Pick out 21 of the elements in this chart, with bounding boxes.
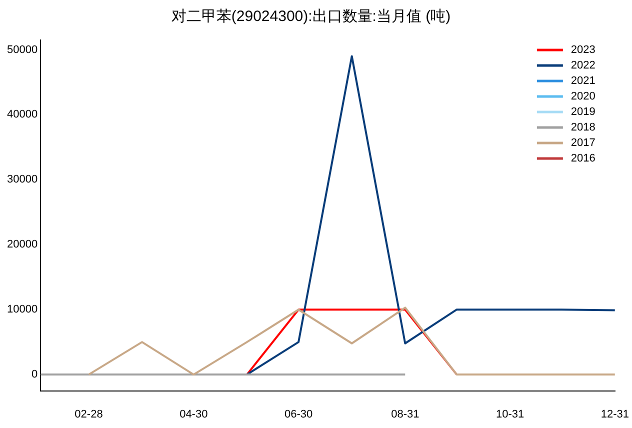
y-tick-label: 30000 [6, 174, 38, 186]
legend-label: 2023 [570, 44, 596, 56]
legend-label: 2016 [570, 152, 596, 165]
x-tick-label: 02-28 [74, 408, 103, 420]
x-tick-label: 12-31 [600, 408, 630, 420]
y-tick-label: 50000 [6, 44, 38, 56]
x-tick-label: 08-31 [391, 408, 420, 420]
y-tick-label: 40000 [6, 108, 38, 121]
y-tick-label: 0 [31, 368, 38, 381]
chart-title: 对二甲苯(29024300):出口数量:当月值 (吨) [171, 8, 451, 26]
legend-label: 2019 [570, 106, 596, 118]
legend-label: 2021 [570, 75, 596, 88]
x-tick-label: 06-30 [284, 408, 313, 420]
legend-label: 2020 [570, 90, 596, 103]
y-tick-label: 20000 [6, 238, 38, 251]
x-tick-label: 04-30 [180, 408, 208, 420]
x-tick-label: 10-31 [496, 408, 524, 420]
legend-label: 2022 [570, 60, 596, 72]
y-tick-label: 10000 [6, 304, 38, 316]
legend-label: 2018 [570, 122, 596, 134]
legend-label: 2017 [570, 137, 596, 150]
